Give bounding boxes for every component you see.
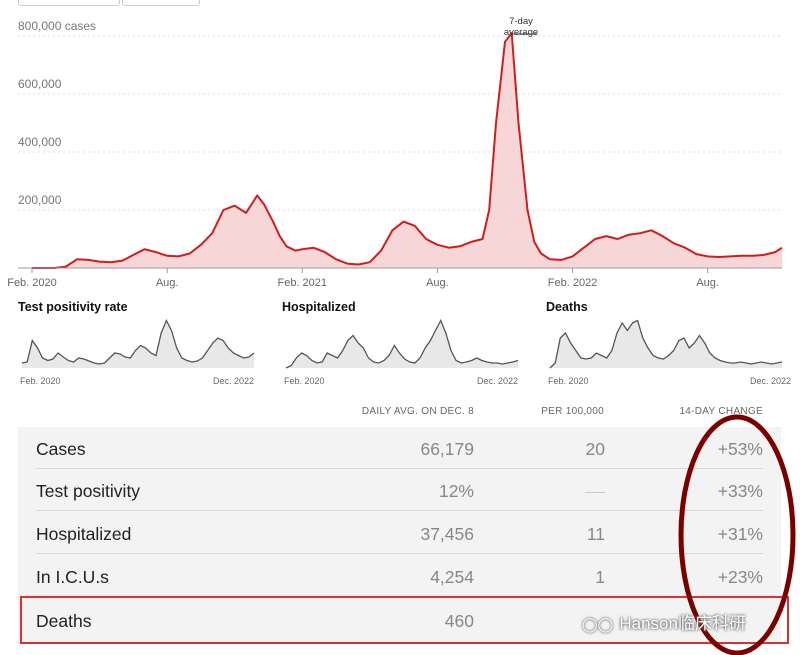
metric-name: Test positivity — [36, 481, 141, 501]
col-head-14-day-change: 14-DAY CHANGE — [679, 406, 763, 417]
mini-chart-title: Test positivity rate — [18, 300, 128, 314]
cases-line — [32, 32, 783, 269]
mini-chart-plot — [549, 319, 783, 369]
table-row: Cases 66,179 20 +53% — [18, 427, 781, 469]
cases-area — [32, 33, 782, 268]
metric-name: In I.C.U.s — [36, 567, 109, 587]
x-tick-label: Feb. 2020 — [7, 277, 57, 289]
x-tick-label: Aug. — [156, 277, 179, 289]
mini-chart-area — [286, 320, 518, 368]
watermark: ◯◯ Hanson临床科研 — [582, 609, 746, 634]
daily-avg-value: 37,456 — [420, 524, 474, 544]
per-100k-value: 20 — [585, 439, 605, 459]
cases-chart: 800,000 cases 600,000 400,000 200,000 Feb. 2… — [7, 16, 783, 289]
y-tick-label: 800,000 cases — [18, 19, 96, 33]
col-head-daily-avg: DAILY AVG. ON DEC. 8 — [361, 406, 474, 417]
x-tick-label: Feb. 2022 — [548, 277, 598, 289]
x-tick-label: Aug. — [426, 277, 449, 289]
daily-avg-value: 4,254 — [430, 567, 474, 587]
mini-chart-area — [550, 320, 782, 368]
per-100k-value: 1 — [595, 567, 605, 587]
per-100k-value: 11 — [586, 524, 605, 544]
mini-chart-line — [549, 319, 783, 369]
mini-chart-test-positivity: Test positivity rate Feb. 2020 Dec. 2022 — [18, 296, 268, 391]
mini-chart-end-label: Dec. 2022 — [212, 376, 254, 386]
mini-chart-plot — [285, 318, 519, 369]
top-button-right[interactable] — [122, 0, 200, 6]
x-tick-label: Aug. — [696, 277, 719, 289]
table-row: Deaths 460 — [18, 599, 781, 641]
change-value: +23% — [717, 567, 763, 587]
mini-chart-line — [21, 318, 255, 365]
daily-avg-value: 66,179 — [420, 439, 474, 459]
mini-chart-hospitalized: Hospitalized Feb. 2020 Dec. 2022 — [282, 296, 532, 391]
mini-chart-title: Deaths — [546, 300, 588, 314]
table-row: Test positivity 12% +33% — [18, 469, 781, 511]
metric-name: Cases — [36, 439, 86, 459]
change-value: +53% — [717, 439, 763, 459]
row-divider — [36, 468, 763, 469]
table-row: Hospitalized 37,456 11 +31% — [18, 512, 781, 554]
mini-chart-line — [285, 318, 519, 369]
daily-avg-value: 460 — [444, 611, 474, 631]
mini-chart-title: Hospitalized — [282, 300, 356, 314]
watermark-text: Hanson临床科研 — [619, 614, 746, 633]
mini-chart-end-label: Dec. 2022 — [749, 376, 791, 386]
col-head-per-100k: PER 100,000 — [541, 406, 604, 417]
wechat-icon: ◯◯ — [582, 616, 614, 632]
mini-chart-start-label: Feb. 2020 — [548, 376, 589, 386]
annotation-label: 7-day — [509, 16, 533, 27]
row-divider — [36, 510, 763, 511]
change-value: +31% — [717, 524, 763, 544]
per-100k-empty-dash — [585, 481, 605, 502]
change-value: +33% — [717, 481, 763, 501]
y-tick-label: 400,000 — [18, 135, 62, 149]
row-divider — [36, 553, 763, 554]
mini-chart-start-label: Feb. 2020 — [20, 376, 61, 386]
daily-avg-value: 12% — [438, 481, 474, 501]
y-tick-label: 600,000 — [18, 77, 62, 91]
mini-chart-area — [22, 320, 254, 368]
mini-chart-deaths: Deaths Feb. 2020 Dec. 2022 — [546, 296, 796, 391]
metric-name: Hospitalized — [36, 524, 132, 544]
top-button-left[interactable] — [18, 0, 120, 6]
x-tick-label: Feb. 2021 — [277, 277, 327, 289]
mini-chart-plot — [21, 318, 255, 368]
metric-name: Deaths — [36, 611, 92, 631]
annotation-label: average — [504, 27, 538, 38]
mini-chart-start-label: Feb. 2020 — [284, 376, 325, 386]
table-row: In I.C.U.s 4,254 1 +23% — [18, 555, 781, 597]
y-tick-label: 200,000 — [18, 193, 62, 207]
mini-chart-end-label: Dec. 2022 — [476, 376, 518, 386]
